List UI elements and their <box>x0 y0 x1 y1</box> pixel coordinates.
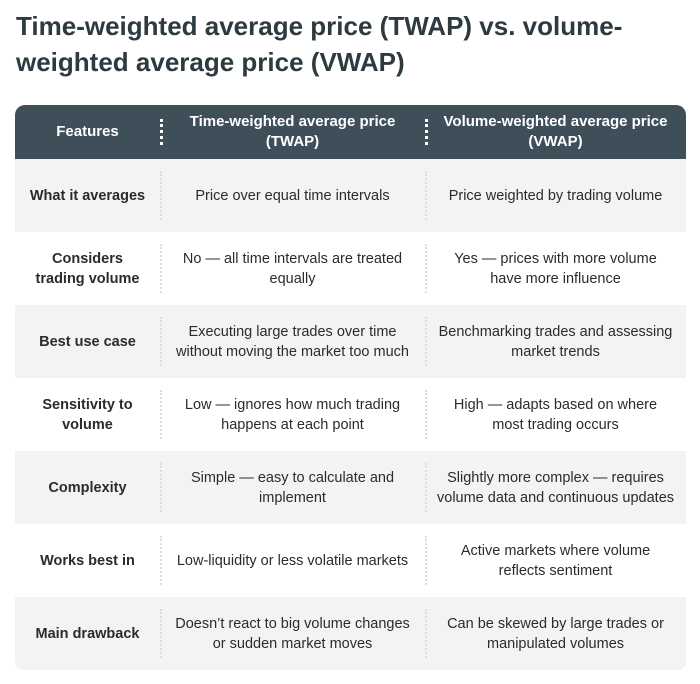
table-header: Features Time-weighted average price (TW… <box>15 105 686 159</box>
vwap-cell: Active markets where volume reflects sen… <box>425 524 686 597</box>
vwap-cell: Can be skewed by large trades or manipul… <box>425 597 686 670</box>
twap-cell: No — all time intervals are treated equa… <box>160 232 425 305</box>
twap-cell: Price over equal time intervals <box>160 159 425 232</box>
vwap-cell: High — adapts based on where most tradin… <box>425 378 686 451</box>
header-features: Features <box>56 123 119 140</box>
table-row: Complexity Simple — easy to calculate and… <box>15 451 686 524</box>
feature-cell: Best use case <box>39 333 136 350</box>
comparison-table: Features Time-weighted average price (TW… <box>15 105 686 670</box>
feature-cell: Complexity <box>48 479 127 496</box>
feature-cell: Sensitivity to volume <box>42 396 133 433</box>
feature-cell: Works best in <box>40 552 135 569</box>
vwap-cell: Price weighted by trading volume <box>425 159 686 232</box>
page-title: Time-weighted average price (TWAP) vs. v… <box>16 11 623 77</box>
table-row: What it averages Price over equal time in… <box>15 159 686 232</box>
table-row: Works best in Low-liquidity or less volat… <box>15 524 686 597</box>
feature-cell: Main drawback <box>35 625 140 642</box>
twap-cell: Low — ignores how much trading happens a… <box>160 378 425 451</box>
twap-cell: Doesn’t react to big volume changes or s… <box>160 597 425 670</box>
twap-cell: Low-liquidity or less volatile markets <box>160 524 425 597</box>
header-twap: Time-weighted average price (TWAP) <box>160 105 425 159</box>
vwap-cell: Slightly more complex — requires volume … <box>425 451 686 524</box>
twap-cell: Simple — easy to calculate and implement <box>160 451 425 524</box>
table-row: Sensitivity to volume Low — ignores how m… <box>15 378 686 451</box>
table-row: Best use case Executing large trades over… <box>15 305 686 378</box>
table-row: Considers trading volume No — all time in… <box>15 232 686 305</box>
twap-cell: Executing large trades over time without… <box>160 305 425 378</box>
vwap-cell: Yes — prices with more volume have more … <box>425 232 686 305</box>
header-vwap: Volume-weighted average price (VWAP) <box>425 105 686 159</box>
feature-cell: What it averages <box>29 187 146 204</box>
feature-cell: Considers trading volume <box>35 250 140 287</box>
table-row: Main drawback Doesn’t react to big volume… <box>15 597 686 670</box>
vwap-cell: Benchmarking trades and assessing market… <box>425 305 686 378</box>
